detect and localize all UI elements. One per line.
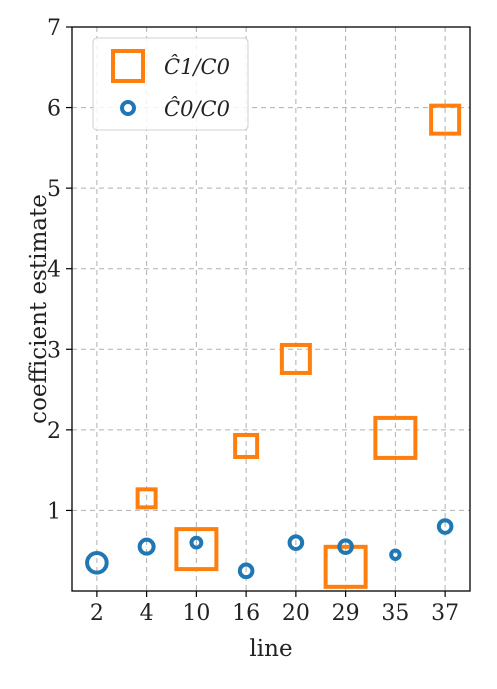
square-marker [233,432,260,459]
legend-square-icon [111,49,145,83]
circle-marker [85,551,109,575]
circle-marker [189,535,204,550]
circle-marker [237,562,255,580]
y-axis-label: coefficient estimate [26,194,52,424]
y-tick-label: 6 [47,97,61,122]
x-tick-label: 10 [182,601,210,626]
marks-layer [85,103,462,589]
circle-marker [389,548,402,561]
x-tick-label: 16 [232,601,260,626]
x-tick-label: 2 [90,601,104,626]
square-marker [429,103,462,136]
x-axis-label: line [249,636,292,662]
x-tick-label: 29 [332,601,360,626]
square-marker [279,342,312,375]
square-marker [135,487,158,510]
x-tick-label: 35 [381,601,409,626]
circle-marker [436,518,454,535]
y-tick-label: 1 [47,499,61,524]
legend-circle-icon [120,100,136,116]
square-marker [323,544,368,589]
circle-marker [287,534,305,551]
square-marker [174,527,219,572]
x-tick-label: 4 [140,601,154,626]
x-tick-label: 37 [431,601,459,626]
x-tick-label: 20 [282,601,310,626]
legend-box [92,37,249,131]
legend: Ĉ1/C0 Ĉ0/C0 [92,37,249,131]
plot-frame [71,26,471,592]
legend-entry-label: Ĉ1/C0 [164,54,230,79]
y-tick-label: 4 [47,258,61,283]
y-tick-label: 5 [47,177,61,202]
y-tick-label: 3 [47,338,61,363]
y-tick-label: 7 [47,16,61,41]
ticks-layer: 1 2 3 4 5 6 7 2 4 10 16 20 29 35 37 [47,16,459,626]
square-marker [373,415,418,460]
y-tick-label: 2 [47,419,61,444]
circle-marker [137,537,156,556]
legend-entry-label: Ĉ0/C0 [164,96,230,121]
circle-marker [337,538,354,555]
